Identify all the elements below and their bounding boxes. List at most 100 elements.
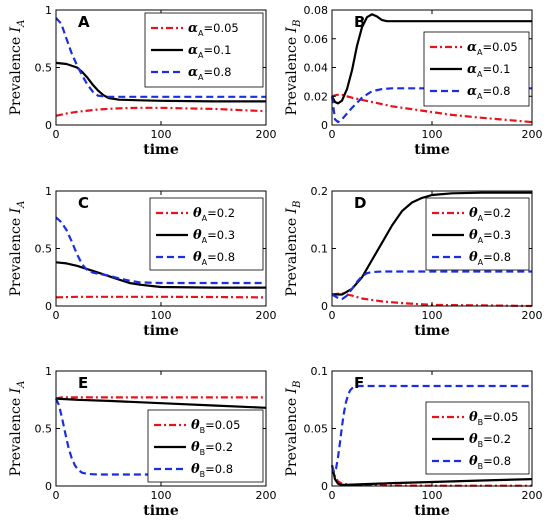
x-tick-label: 100 [422, 489, 443, 502]
y-tick-label: 0.04 [304, 62, 329, 75]
legend-label: αA=0.1 [188, 43, 231, 60]
legend-label: αA=0.8 [188, 65, 231, 82]
panel-letter: D [354, 194, 366, 212]
y-axis-label: Prevalence IA [8, 20, 27, 116]
series-line-D-0 [331, 292, 533, 308]
legend-label: θA=0.8 [469, 250, 511, 267]
x-tick-label: 100 [151, 489, 172, 502]
series-line-E-2 [54, 398, 266, 476]
y-tick-label: 0.5 [35, 243, 53, 256]
series-line-B-0 [331, 93, 533, 124]
legend-label: αA=0.05 [188, 21, 239, 38]
legend-label: θB=0.2 [469, 432, 511, 449]
x-tick-label: 200 [256, 309, 277, 322]
legend-label: θB=0.05 [469, 410, 518, 427]
legend-label: θA=0.3 [469, 228, 511, 245]
y-axis-label: Prevalence IB [284, 381, 303, 477]
y-tick-label: 0.5 [35, 62, 53, 75]
x-tick-label: 200 [522, 128, 543, 141]
x-tick-label: 200 [256, 489, 277, 502]
panel-letter: C [78, 194, 89, 212]
series-line-A-0 [55, 106, 267, 117]
series-line-A-2 [55, 17, 266, 98]
x-tick-label: 100 [422, 309, 443, 322]
y-tick-label: 0.2 [311, 185, 329, 198]
y-tick-label: 1 [45, 365, 52, 378]
legend: θA=0.2 θA=0.3 θA=0.8 [149, 197, 264, 271]
legend-label: θA=0.3 [193, 228, 235, 245]
legend: αA=0.05 αA=0.1 αA=0.8 [144, 12, 264, 88]
series-line-F-1 [330, 465, 533, 486]
x-tick-label: 100 [151, 309, 172, 322]
y-tick-label: 0.08 [304, 4, 329, 17]
x-tick-label: 200 [522, 309, 543, 322]
legend: θB=0.05 θB=0.2 θB=0.8 [147, 409, 264, 483]
x-tick-label: 0 [53, 309, 60, 322]
y-tick-label: 1 [45, 185, 52, 198]
series-line-C-1 [55, 261, 266, 289]
x-tick-label: 0 [53, 128, 60, 141]
panel-letter: B [354, 13, 365, 31]
legend: θB=0.05 θB=0.2 θB=0.8 [425, 401, 530, 475]
x-tick-label: 100 [422, 128, 443, 141]
y-tick-label: 0 [321, 119, 328, 132]
x-axis-label: time [143, 142, 179, 158]
x-tick-label: 100 [151, 128, 172, 141]
x-axis-label: time [143, 503, 179, 519]
y-tick-label: 0.1 [311, 243, 329, 256]
legend-label: αA=0.05 [467, 40, 518, 57]
legend-label: θB=0.8 [191, 462, 233, 479]
legend-label: θB=0.2 [191, 440, 233, 457]
x-tick-label: 0 [329, 128, 336, 141]
legend-label: θA=0.8 [193, 250, 235, 267]
panel-B: 0 100 200 0 0.02 0.04 0.06 0.08 time Prevalence I… [284, 4, 543, 158]
x-tick-label: 200 [256, 128, 277, 141]
y-tick-label: 0 [45, 300, 52, 313]
panel-letter: A [78, 13, 90, 31]
panel-letter: E [78, 374, 88, 392]
legend: θA=0.2 θA=0.3 θA=0.8 [425, 197, 530, 271]
y-tick-label: 1 [45, 4, 52, 17]
legend-label: θA=0.2 [193, 206, 235, 223]
series-line-E-0 [55, 396, 266, 400]
x-axis-label: time [414, 142, 450, 158]
x-axis-label: time [143, 323, 179, 339]
series-line-C-0 [55, 295, 267, 299]
series-line-F-2 [330, 384, 532, 474]
y-tick-label: 0 [45, 480, 52, 493]
legend-label: θB=0.8 [469, 454, 511, 471]
series-line-D-2 [331, 270, 532, 301]
x-tick-label: 200 [522, 489, 543, 502]
y-tick-label: 0.1 [311, 365, 329, 378]
series-line-E-1 [55, 397, 267, 409]
y-tick-label: 0.5 [35, 423, 53, 436]
y-axis-label: Prevalence IB [284, 20, 303, 116]
y-tick-label: 0 [321, 300, 328, 313]
x-tick-label: 0 [329, 489, 336, 502]
y-tick-label: 0.06 [304, 33, 329, 46]
x-axis-label: time [414, 323, 450, 339]
y-tick-label: 0 [45, 119, 52, 132]
legend-label: αA=0.8 [467, 84, 510, 101]
x-axis-label: time [414, 503, 450, 519]
y-tick-label: 0.02 [304, 90, 329, 103]
legend: αA=0.05 αA=0.1 αA=0.8 [423, 31, 530, 107]
y-axis-label: Prevalence IB [284, 201, 303, 297]
x-tick-label: 0 [53, 489, 60, 502]
legend-label: αA=0.1 [467, 62, 510, 79]
y-axis-label: Prevalence IA [8, 381, 27, 477]
y-tick-label: 0.05 [304, 423, 329, 436]
legend-label: θB=0.05 [191, 418, 240, 435]
series-line-B-1 [331, 13, 532, 105]
x-tick-label: 0 [329, 309, 336, 322]
series-line-C-2 [55, 216, 266, 285]
legend-label: θA=0.2 [469, 206, 511, 223]
y-axis-label: Prevalence IA [8, 201, 27, 297]
y-tick-label: 0 [321, 480, 328, 493]
panel-letter: F [354, 374, 364, 392]
